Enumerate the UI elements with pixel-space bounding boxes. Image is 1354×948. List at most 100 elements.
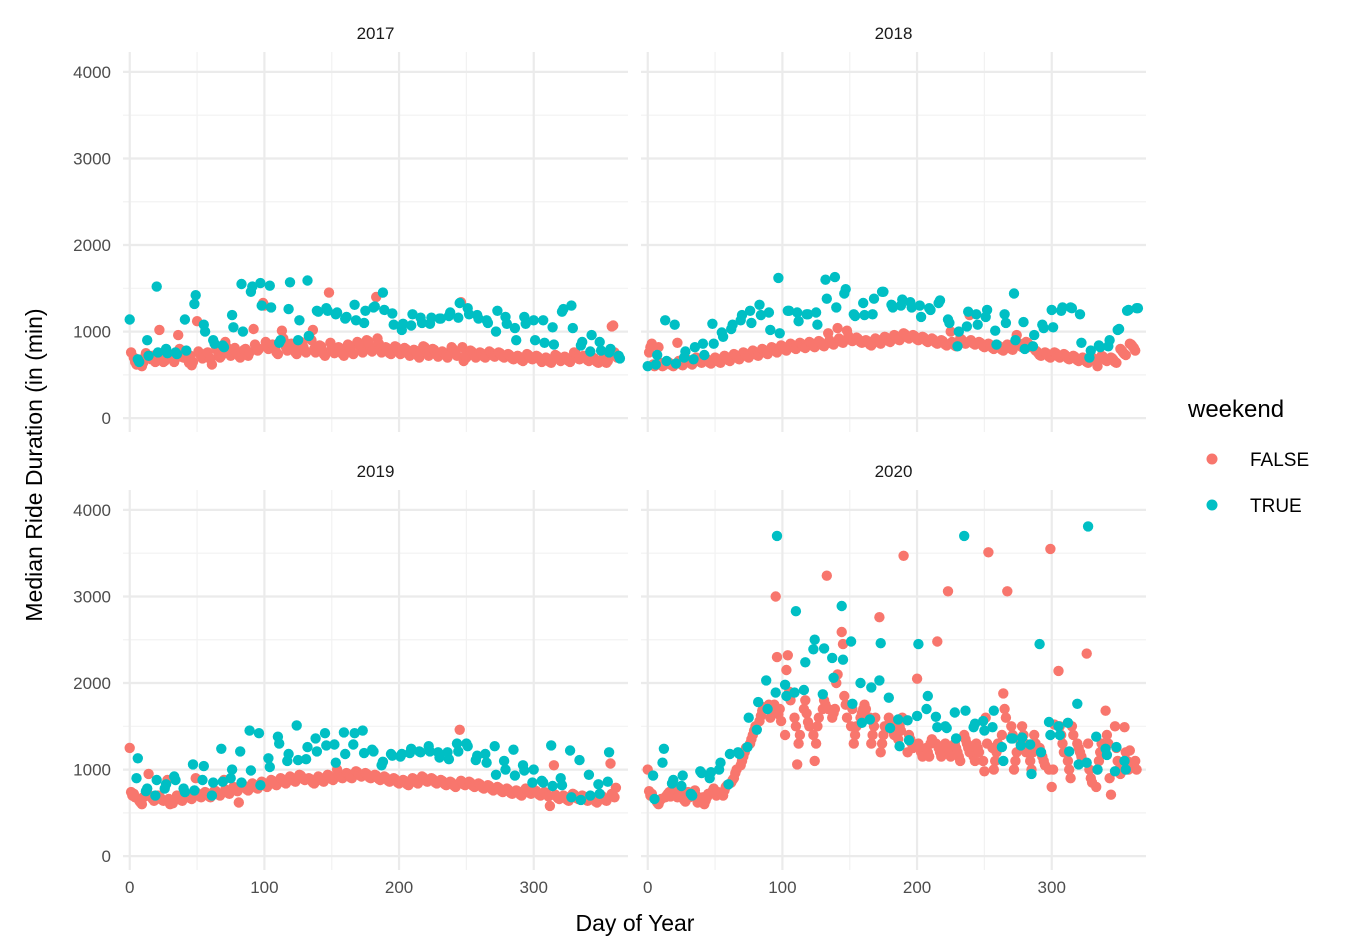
point-true bbox=[1043, 716, 1055, 728]
point-true bbox=[189, 785, 200, 796]
point-true bbox=[742, 741, 753, 753]
point-false bbox=[1101, 729, 1113, 741]
point-false bbox=[809, 755, 820, 767]
point-false bbox=[979, 766, 990, 777]
y-tick-label: 2000 bbox=[73, 236, 111, 255]
point-false bbox=[1016, 721, 1028, 732]
point-true bbox=[774, 328, 785, 339]
point-true bbox=[508, 744, 519, 755]
point-true bbox=[755, 309, 767, 321]
point-true bbox=[960, 705, 971, 716]
point-true bbox=[903, 735, 915, 746]
point-true bbox=[669, 319, 680, 330]
point-true bbox=[181, 345, 192, 356]
point-true bbox=[407, 309, 418, 320]
point-true bbox=[647, 770, 659, 781]
point-true bbox=[253, 728, 265, 739]
point-true bbox=[751, 724, 762, 735]
point-false bbox=[990, 755, 1001, 767]
point-true bbox=[595, 345, 607, 356]
point-true bbox=[368, 746, 379, 757]
point-true bbox=[1109, 766, 1121, 777]
point-true bbox=[707, 318, 718, 329]
point-true bbox=[1000, 317, 1012, 329]
point-true bbox=[593, 779, 604, 790]
point-false bbox=[813, 712, 824, 723]
point-true bbox=[511, 335, 522, 346]
point-false bbox=[866, 738, 877, 749]
point-false bbox=[849, 729, 861, 741]
point-true bbox=[473, 313, 484, 324]
point-false bbox=[143, 768, 154, 780]
point-true bbox=[329, 739, 340, 750]
point-false bbox=[1047, 764, 1059, 775]
point-false bbox=[1053, 665, 1064, 677]
point-true bbox=[1018, 316, 1029, 328]
point-true bbox=[303, 330, 314, 342]
point-true bbox=[837, 654, 849, 665]
point-false bbox=[1124, 745, 1136, 756]
point-true bbox=[519, 765, 530, 776]
point-true bbox=[162, 348, 173, 359]
point-true bbox=[988, 705, 999, 716]
point-false bbox=[1002, 586, 1013, 597]
point-true bbox=[1019, 343, 1030, 355]
point-false bbox=[544, 800, 556, 812]
point-false bbox=[672, 337, 683, 348]
point-true bbox=[670, 358, 682, 369]
point-false bbox=[955, 755, 966, 767]
point-false bbox=[932, 636, 943, 647]
point-false bbox=[300, 347, 312, 358]
point-true bbox=[849, 310, 861, 322]
point-false bbox=[414, 352, 425, 363]
point-true bbox=[961, 321, 973, 332]
point-false bbox=[998, 688, 1009, 699]
point-true bbox=[771, 530, 783, 542]
point-true bbox=[387, 750, 398, 761]
point-true bbox=[699, 349, 710, 361]
point-false bbox=[653, 342, 664, 353]
point-false bbox=[969, 755, 981, 767]
point-false bbox=[1062, 755, 1074, 767]
point-false bbox=[548, 760, 560, 771]
point-true bbox=[134, 356, 145, 368]
point-false bbox=[1082, 738, 1094, 749]
point-true bbox=[217, 776, 228, 787]
legend-key-true bbox=[1206, 499, 1218, 511]
point-true bbox=[292, 335, 304, 346]
point-false bbox=[276, 325, 288, 336]
point-true bbox=[696, 767, 707, 779]
point-true bbox=[990, 325, 1001, 336]
point-true bbox=[1104, 335, 1115, 346]
point-true bbox=[583, 769, 595, 780]
point-false bbox=[1081, 648, 1092, 659]
point-false bbox=[996, 729, 1008, 741]
point-true bbox=[1010, 335, 1021, 346]
point-false bbox=[248, 323, 259, 335]
legend-label-false: FALSE bbox=[1250, 450, 1309, 471]
point-true bbox=[754, 299, 765, 310]
point-true bbox=[1082, 521, 1094, 532]
point-false bbox=[1068, 729, 1079, 741]
x-tick-label: 200 bbox=[903, 878, 931, 897]
point-true bbox=[225, 773, 236, 784]
point-true bbox=[817, 689, 828, 700]
point-true bbox=[781, 690, 792, 702]
point-false bbox=[1029, 729, 1040, 741]
point-true bbox=[1034, 638, 1045, 650]
point-true bbox=[142, 783, 153, 794]
point-false bbox=[173, 329, 184, 341]
point-false bbox=[781, 664, 792, 676]
point-false bbox=[1120, 349, 1132, 361]
point-false bbox=[782, 650, 793, 661]
point-true bbox=[779, 679, 791, 690]
y-tick-label: 2000 bbox=[73, 674, 111, 693]
point-true bbox=[930, 711, 942, 722]
point-true bbox=[727, 319, 738, 330]
point-true bbox=[131, 773, 142, 784]
point-true bbox=[283, 748, 294, 760]
point-true bbox=[387, 308, 398, 319]
point-true bbox=[1081, 757, 1092, 768]
point-true bbox=[208, 777, 219, 788]
